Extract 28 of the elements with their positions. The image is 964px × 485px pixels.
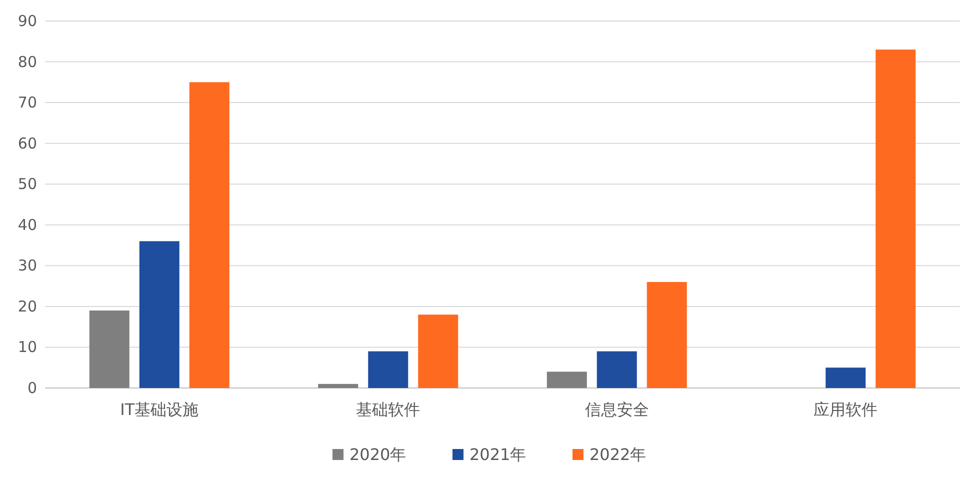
- bar: [826, 368, 866, 388]
- legend-label: 2021年: [470, 445, 526, 464]
- y-tick-label: 50: [18, 175, 37, 194]
- bar: [139, 241, 180, 388]
- bar: [546, 372, 587, 388]
- bar: [89, 310, 130, 388]
- bar: [368, 351, 408, 388]
- y-tick-label: 0: [27, 379, 37, 397]
- y-tick-label: 80: [18, 52, 37, 71]
- bar: [418, 314, 458, 388]
- x-tick-label: 基础软件: [356, 400, 420, 419]
- y-tick-label: 10: [18, 338, 37, 356]
- bar: [646, 282, 687, 388]
- y-tick-label: 60: [18, 134, 37, 152]
- bar: [189, 82, 230, 388]
- x-tick-label: IT基础设施: [120, 400, 199, 419]
- y-tick-label: 20: [18, 297, 37, 316]
- x-tick-label: 信息安全: [584, 400, 649, 419]
- y-tick-label: 30: [18, 256, 37, 275]
- bar: [318, 384, 358, 388]
- y-tick-label: 40: [18, 216, 37, 234]
- bar: [596, 351, 637, 388]
- legend-label: 2020年: [350, 445, 406, 464]
- legend-label: 2022年: [590, 445, 646, 464]
- x-tick-label: 应用软件: [814, 400, 878, 419]
- y-tick-label: 90: [18, 12, 37, 30]
- bar: [876, 50, 916, 388]
- y-tick-label: 70: [18, 94, 37, 112]
